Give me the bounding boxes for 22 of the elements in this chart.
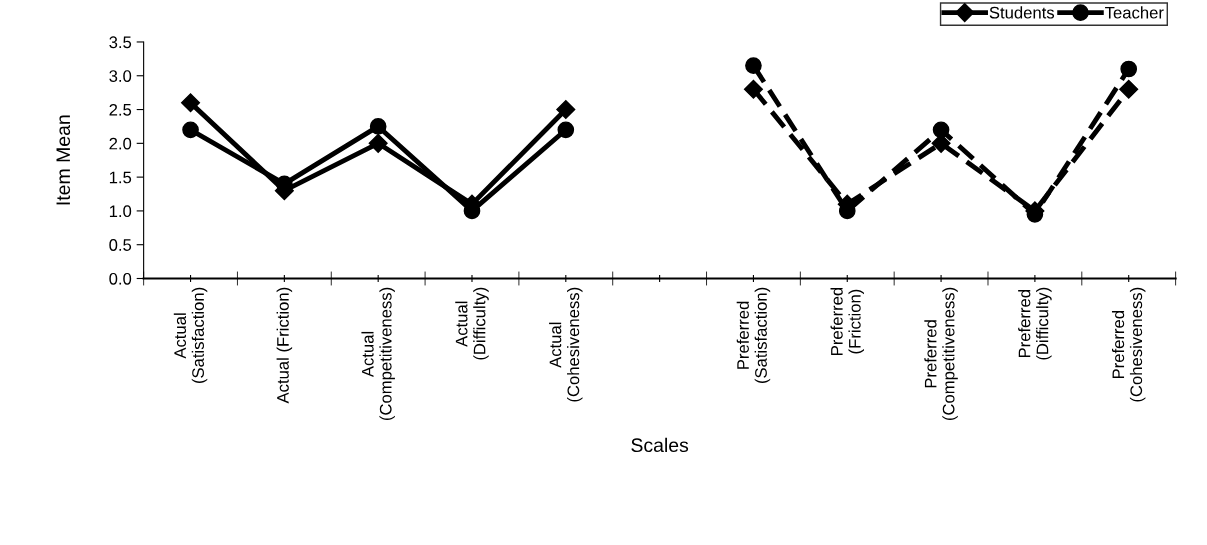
y-tick-label: 0.5 <box>109 239 132 251</box>
x-tick-label: Preferred (Friction) <box>830 287 864 355</box>
y-tick-label: 3.5 <box>109 36 132 49</box>
x-tick-label: Preferred (Cohesiveness) <box>1111 287 1146 402</box>
y-tick-label: 2.0 <box>109 137 132 150</box>
y-axis-title: Item Mean <box>56 115 71 205</box>
y-tick-label: 1.0 <box>109 205 132 218</box>
x-tick-label: Actual (Cohesiveness) <box>549 287 583 402</box>
x-tick-label: Actual (Friction) <box>276 287 293 404</box>
x-tick-label: Preferred (Satisfaction) <box>736 287 771 384</box>
x-tick-label: Preferred (Difficulty) <box>1018 287 1052 360</box>
x-tick-label: Actual (Competitiveness) <box>361 287 395 421</box>
y-tick-label: 2.5 <box>109 103 132 116</box>
legend-label: Students <box>989 6 1055 19</box>
y-tick-label: 0.0 <box>109 272 132 285</box>
x-axis-title: Scales <box>631 437 689 453</box>
legend-label: Teacher <box>1105 6 1164 19</box>
x-tick-label: Actual (Difficulty) <box>455 287 489 360</box>
x-tick-label: Preferred (Competitiveness) <box>924 287 958 421</box>
x-tick-label: Actual (Satisfaction) <box>173 287 208 384</box>
y-tick-label: 1.5 <box>109 171 132 184</box>
y-tick-label: 3.0 <box>109 70 132 82</box>
